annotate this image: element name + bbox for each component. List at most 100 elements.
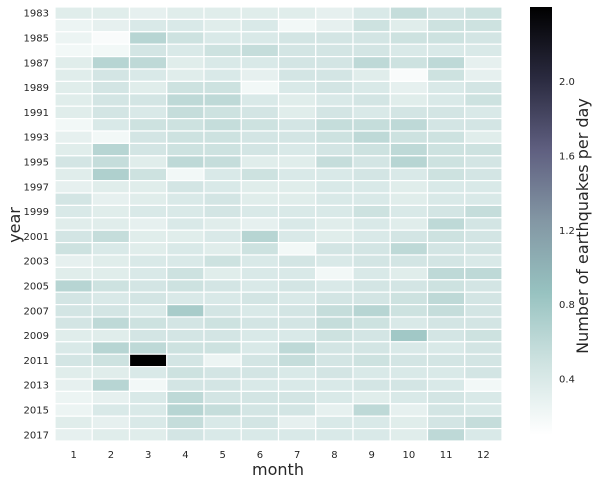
heatmap-cell-1996-10 [389,167,429,182]
heatmap-cell-1989-10 [389,80,429,95]
heatmap-cell-2015-9 [352,403,391,417]
heatmap-cell-1999-2 [91,204,131,219]
heatmap-cell-1998-5 [203,192,242,206]
heatmap-cell-1989-1 [54,80,93,95]
heatmap-cell-2009-12 [464,328,503,343]
y-tick-label: 2005 [24,282,49,293]
heatmap-cell-1992-4 [166,117,205,132]
heatmap-cell-2005-7 [277,279,317,293]
heatmap-cell-1992-2 [91,117,131,132]
heatmap-cell-2009-1 [54,328,93,343]
heatmap-cell-1994-1 [54,142,93,157]
heatmap-cell-1986-11 [426,43,466,58]
heatmap-cell-1998-10 [389,192,429,206]
heatmap-cell-1991-5 [203,105,242,120]
heatmap-cell-1991-7 [277,105,317,120]
heatmap-cell-1994-12 [464,142,503,157]
heatmap-cell-2009-5 [203,328,242,343]
heatmap-cell-1989-2 [91,80,131,95]
heatmap-cell-2005-2 [91,279,131,293]
heatmap-cell-1985-10 [389,31,429,45]
heatmap-cell-1996-3 [128,167,168,182]
y-tick-label: 1989 [24,83,49,94]
heatmap-cell-2016-9 [352,415,391,430]
heatmap-cell-2005-9 [352,279,391,293]
heatmap-cell-2000-11 [426,217,466,231]
heatmap-cell-2013-12 [464,378,503,392]
heatmap-cell-1998-11 [426,192,466,206]
heatmap-cell-1995-7 [277,155,317,169]
heatmap-cell-2012-9 [352,366,391,380]
heatmap-cell-2003-2 [91,254,131,268]
heatmap-cell-1993-9 [352,130,391,144]
heatmap-cell-2009-7 [277,328,317,343]
heatmap-cell-1993-3 [128,130,168,144]
heatmap-cell-2008-12 [464,316,503,330]
heatmap-cell-2002-6 [240,242,280,256]
heatmap-cell-2001-10 [389,229,429,244]
heatmap-cell-2014-1 [54,390,93,405]
heatmap-cell-2016-4 [166,415,205,430]
heatmap-cell-1994-11 [426,142,466,157]
heatmap-cell-1985-7 [277,31,317,45]
heatmap-cell-1983-12 [464,6,503,20]
heatmap-cell-1983-1 [54,6,93,20]
heatmap-cell-1989-7 [277,80,317,95]
heatmap-cell-2010-12 [464,341,503,355]
colorbar-tick-label: 0.4 [559,375,575,386]
heatmap-cell-1990-2 [91,93,131,107]
heatmap-cell-2014-2 [91,390,131,405]
x-tick-label: 8 [331,450,337,461]
heatmap-cell-2006-6 [240,291,280,306]
heatmap-cell-1999-7 [277,204,317,219]
heatmap-cell-2016-1 [54,415,93,430]
heatmap-cell-1989-3 [128,80,168,95]
heatmap-cell-1988-4 [166,68,205,82]
heatmap-cell-2004-11 [426,266,466,281]
heatmap-cell-2011-12 [464,353,503,368]
heatmap-cell-1999-10 [389,204,429,219]
heatmap-cell-2016-5 [203,415,242,430]
heatmap-cell-1993-12 [464,130,503,144]
heatmap-cell-1997-7 [277,180,317,194]
heatmap-cell-1990-10 [389,93,429,107]
heatmap-cell-1985-4 [166,31,205,45]
heatmap-cell-2004-2 [91,266,131,281]
heatmap-cell-1989-11 [426,80,466,95]
heatmap-cell-2011-8 [315,353,354,368]
heatmap-cell-2002-9 [352,242,391,256]
heatmap-cell-2016-2 [91,415,131,430]
y-tick-label: 2001 [24,232,49,243]
colorbar-tick-label: 1.6 [559,151,575,162]
heatmap-cell-1984-1 [54,18,93,33]
heatmap-cell-2000-1 [54,217,93,231]
heatmap-cell-2014-12 [464,390,503,405]
heatmap-cell-2013-7 [277,378,317,392]
heatmap-cell-1993-2 [91,130,131,144]
y-tick-label: 1995 [24,158,49,169]
x-tick-label: 12 [477,450,490,461]
heatmap-cell-1993-11 [426,130,466,144]
heatmap-cell-2009-4 [166,328,205,343]
heatmap-cell-2005-6 [240,279,280,293]
heatmap-cell-1990-5 [203,93,242,107]
y-tick-label: 1983 [24,9,49,20]
y-tick-label: 2007 [24,306,49,317]
heatmap-cell-1990-1 [54,93,93,107]
heatmap-cell-1994-7 [277,142,317,157]
heatmap-cell-2017-4 [166,428,205,442]
heatmap-cell-2010-9 [352,341,391,355]
heatmap-cell-1996-6 [240,167,280,182]
heatmap-cell-1997-8 [315,180,354,194]
heatmap-cell-1984-12 [464,18,503,33]
y-tick-label: 2009 [24,331,49,342]
heatmap-cell-2001-6 [240,229,280,244]
heatmap-cell-2002-5 [203,242,242,256]
heatmap-cell-2001-4 [166,229,205,244]
heatmap-cell-2007-5 [203,304,242,318]
heatmap-cell-2014-8 [315,390,354,405]
heatmap-cell-1994-5 [203,142,242,157]
heatmap-cell-2007-4 [166,304,205,318]
heatmap-cell-1991-10 [389,105,429,120]
heatmap-cell-2005-4 [166,279,205,293]
